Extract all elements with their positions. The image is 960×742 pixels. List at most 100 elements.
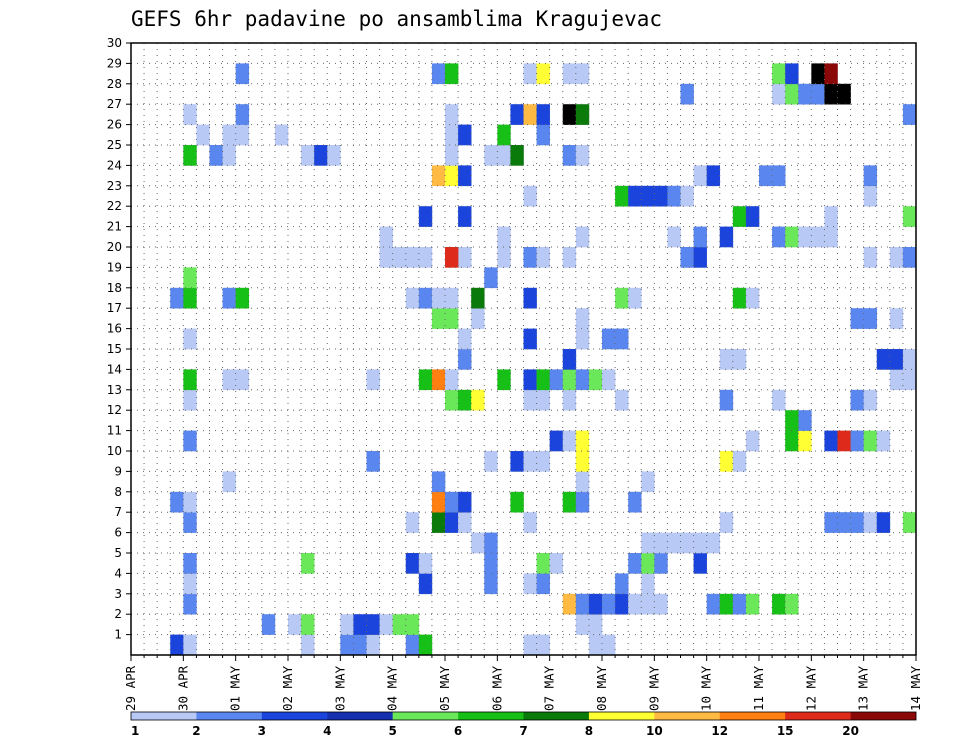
heatmap-cell bbox=[824, 63, 838, 85]
heatmap-cell bbox=[706, 532, 721, 554]
heatmap-cell bbox=[497, 145, 511, 166]
heatmap-cell bbox=[824, 512, 838, 533]
heatmap-cell bbox=[602, 328, 616, 350]
heatmap-cell bbox=[693, 226, 707, 248]
heatmap-cell bbox=[183, 104, 197, 125]
heatmap-cell bbox=[445, 512, 459, 533]
heatmap-cell bbox=[798, 430, 812, 452]
heatmap-cell bbox=[902, 512, 917, 533]
heatmap-cell bbox=[641, 573, 655, 595]
heatmap-cell bbox=[379, 247, 393, 268]
grid-lines bbox=[131, 43, 916, 655]
heatmap-cell bbox=[301, 145, 315, 166]
heatmap-cell bbox=[471, 287, 485, 309]
heatmap-cell bbox=[863, 185, 878, 207]
x-tick-label: 14 MAY bbox=[908, 665, 923, 711]
heatmap-cell bbox=[497, 124, 511, 146]
color-legend: 1 2 3 4 5 6 7 8 10 12 15 20 bbox=[130, 711, 917, 738]
heatmap-cell bbox=[445, 145, 459, 166]
heatmap-cell bbox=[863, 165, 878, 187]
heatmap-cell bbox=[772, 226, 786, 248]
heatmap-cell bbox=[183, 491, 197, 513]
heatmap-cell bbox=[798, 226, 812, 248]
legend-swatch bbox=[523, 712, 590, 720]
x-tick-label: 30 APR bbox=[175, 665, 190, 711]
heatmap-cell bbox=[366, 369, 380, 391]
heatmap-cell bbox=[183, 634, 197, 656]
heatmap-cell bbox=[431, 512, 446, 533]
heatmap-cell bbox=[196, 124, 210, 146]
legend-swatch bbox=[719, 712, 786, 720]
heatmap-cell bbox=[785, 226, 799, 248]
heatmap-cell bbox=[798, 83, 812, 105]
y-tick-label: 20 bbox=[107, 240, 122, 254]
y-tick-label: 21 bbox=[107, 220, 122, 234]
heatmap-cell bbox=[562, 491, 577, 513]
heatmap-cells bbox=[170, 63, 917, 656]
heatmap-cell bbox=[562, 389, 577, 411]
heatmap-cell bbox=[811, 226, 825, 248]
heatmap-cell bbox=[641, 471, 655, 493]
heatmap-cell bbox=[902, 104, 917, 125]
y-tick-label: 25 bbox=[107, 138, 122, 152]
heatmap-cell bbox=[876, 512, 891, 533]
y-tick-label: 12 bbox=[107, 403, 122, 417]
x-tick-label: 29 APR bbox=[123, 665, 138, 711]
heatmap-cell bbox=[536, 451, 550, 472]
heatmap-cell bbox=[405, 247, 420, 268]
heatmap-cell bbox=[222, 145, 236, 166]
legend-swatch bbox=[785, 712, 851, 720]
heatmap-cell bbox=[183, 430, 197, 452]
heatmap-cell bbox=[562, 247, 577, 268]
heatmap-cell bbox=[706, 593, 721, 615]
heatmap-cell bbox=[484, 573, 498, 595]
heatmap-cell bbox=[274, 124, 289, 146]
heatmap-cell bbox=[902, 349, 917, 370]
heatmap-cell bbox=[824, 226, 838, 248]
heatmap-cell bbox=[562, 145, 577, 166]
legend-label: 7 bbox=[519, 724, 527, 738]
heatmap-cell bbox=[693, 553, 707, 574]
heatmap-cell bbox=[458, 247, 472, 268]
heatmap-cell bbox=[719, 593, 734, 615]
heatmap-cell bbox=[392, 614, 407, 635]
y-tick-label: 11 bbox=[107, 424, 122, 438]
y-tick-label: 8 bbox=[114, 485, 122, 499]
heatmap-cell bbox=[235, 287, 250, 309]
heatmap-cell bbox=[418, 553, 433, 574]
heatmap-cell bbox=[458, 165, 472, 187]
heatmap-cell bbox=[549, 430, 564, 452]
heatmap-cell bbox=[510, 104, 524, 125]
heatmap-cell bbox=[863, 247, 878, 268]
legend-swatch bbox=[588, 712, 655, 720]
heatmap-cell bbox=[602, 634, 616, 656]
y-tick-label: 1 bbox=[114, 628, 122, 642]
heatmap-cell bbox=[575, 369, 590, 391]
heatmap-cell bbox=[824, 206, 838, 227]
legend-swatch bbox=[196, 712, 263, 720]
heatmap-cell bbox=[222, 124, 236, 146]
heatmap-cell bbox=[602, 369, 616, 391]
heatmap-cell bbox=[641, 553, 655, 574]
heatmap-cell bbox=[458, 328, 472, 350]
heatmap-cell bbox=[876, 349, 891, 370]
legend-label: 10 bbox=[646, 724, 663, 738]
heatmap-cell bbox=[418, 287, 433, 309]
heatmap-cell bbox=[824, 83, 838, 105]
heatmap-cell bbox=[588, 614, 603, 635]
heatmap-cell bbox=[366, 614, 380, 635]
heatmap-cell bbox=[772, 165, 786, 187]
heatmap-cell bbox=[510, 491, 524, 513]
heatmap-cell bbox=[523, 634, 537, 656]
heatmap-cell bbox=[615, 328, 629, 350]
heatmap-cell bbox=[719, 349, 734, 370]
heatmap-cell bbox=[536, 573, 550, 595]
heatmap-cell bbox=[732, 593, 747, 615]
heatmap-cell bbox=[575, 451, 590, 472]
heatmap-cell bbox=[536, 553, 550, 574]
heatmap-cell bbox=[837, 83, 851, 105]
heatmap-cell bbox=[654, 553, 668, 574]
x-tick-label: 13 MAY bbox=[856, 665, 871, 711]
y-tick-label: 2 bbox=[114, 607, 122, 621]
heatmap-cell bbox=[418, 634, 433, 656]
